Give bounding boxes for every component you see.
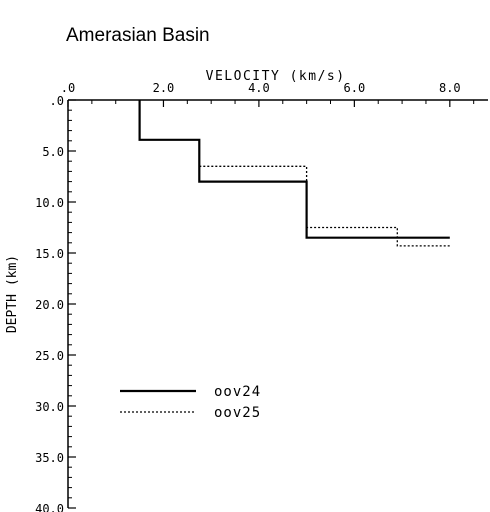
y-tick-label: 5.0 bbox=[42, 145, 64, 159]
chart-title: Amerasian Basin bbox=[66, 25, 210, 46]
x-axis-label: VELOCITY (km/s) bbox=[206, 69, 346, 84]
y-tick-label: 10.0 bbox=[35, 196, 64, 210]
y-tick-label: 40.0 bbox=[35, 502, 64, 512]
x-axis-ticks: .0 2.0 4.0 6.0 8.0 bbox=[61, 81, 475, 107]
y-tick-label: 25.0 bbox=[35, 349, 64, 363]
y-tick-label: .0 bbox=[50, 94, 64, 108]
y-tick-label: 35.0 bbox=[35, 451, 64, 465]
y-tick-label: 15.0 bbox=[35, 247, 64, 261]
y-axis-label: DEPTH (km) bbox=[5, 255, 20, 333]
y-axis-ticks: .0 5.0 10.0 15.0 20.0 25.0 30.0 35.0 40.0 bbox=[35, 94, 76, 512]
legend: oov24 oov25 bbox=[120, 384, 261, 421]
y-tick-label: 20.0 bbox=[35, 298, 64, 312]
series-line-oov25 bbox=[199, 165, 450, 247]
x-tick-label: 8.0 bbox=[439, 81, 461, 95]
series-layer bbox=[138, 100, 450, 247]
legend-label-oov24: oov24 bbox=[214, 384, 261, 400]
x-tick-label: .0 bbox=[61, 81, 75, 95]
legend-label-oov25: oov25 bbox=[214, 405, 261, 421]
axes: VELOCITY (km/s) DEPTH (km) bbox=[5, 69, 488, 508]
y-tick-label: 30.0 bbox=[35, 400, 64, 414]
x-tick-label: 4.0 bbox=[248, 81, 270, 95]
series-line-oov24 bbox=[138, 100, 450, 239]
x-tick-label: 2.0 bbox=[153, 81, 175, 95]
x-tick-label: 6.0 bbox=[344, 81, 366, 95]
